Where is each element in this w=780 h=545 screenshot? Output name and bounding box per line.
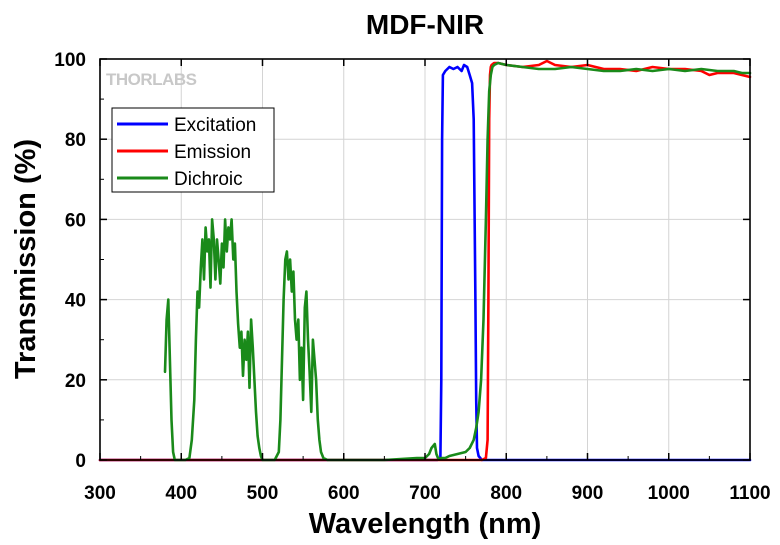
legend: Excitation Emission Dichroic	[111, 107, 275, 193]
gridlines	[100, 59, 750, 460]
axis-ticks	[99, 58, 751, 461]
x-tick-label: 600	[328, 483, 360, 504]
legend-label-emission: Emission	[174, 142, 251, 163]
x-tick-label: 1000	[648, 483, 690, 504]
x-axis-label: Wavelength (nm)	[309, 508, 542, 540]
x-tick-label: 800	[490, 483, 522, 504]
series-line-emission	[98, 59, 752, 462]
legend-label-dichroic: Dichroic	[174, 169, 243, 190]
y-tick-label: 20	[65, 371, 86, 392]
x-tick-label: 900	[572, 483, 604, 504]
chart-title: MDF-NIR	[366, 9, 484, 40]
y-tick-label: 0	[75, 451, 86, 472]
x-tick-label: 1100	[729, 483, 770, 504]
x-tick-label: 400	[165, 483, 197, 504]
y-tick-label: 100	[54, 50, 86, 71]
legend-label-excitation: Excitation	[174, 115, 256, 136]
y-tick-label: 60	[65, 210, 86, 231]
y-tick-label: 80	[65, 130, 86, 151]
y-axis-label: Transmission (%)	[10, 139, 42, 379]
series-line-dichroic	[163, 61, 752, 462]
x-tick-label: 700	[409, 483, 441, 504]
y-tick-label: 40	[65, 291, 86, 312]
watermark-logo: THORLABS	[106, 70, 197, 89]
x-tick-label: 300	[84, 483, 116, 504]
x-tick-label: 500	[247, 483, 279, 504]
